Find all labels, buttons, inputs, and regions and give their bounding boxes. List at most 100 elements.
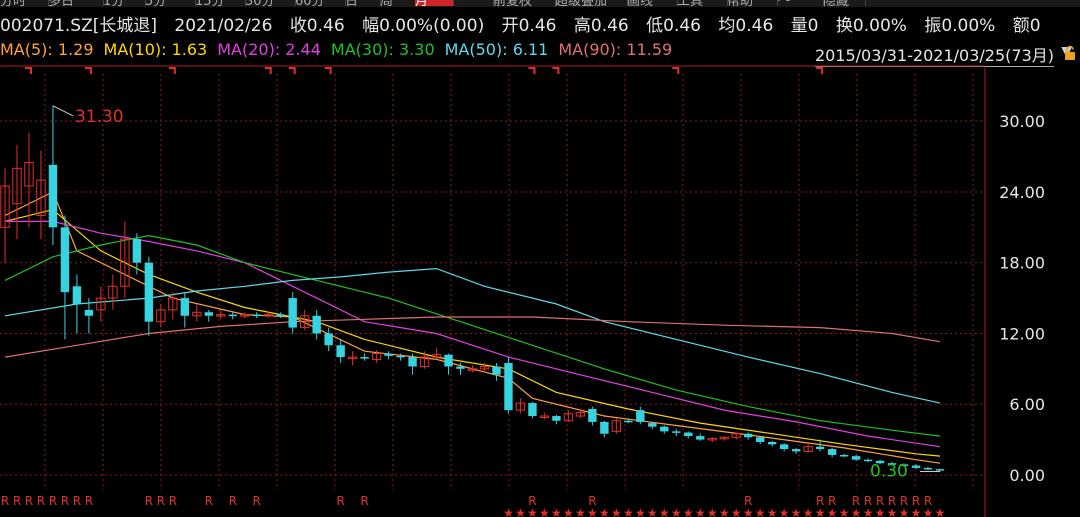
star-marker: ★ [731,506,742,517]
r-marker: R [13,494,21,508]
candle-body [360,357,369,359]
swing: 振0.00% [924,16,996,36]
candle-body [228,314,237,317]
top-marker [24,67,32,74]
candle-body [180,298,190,316]
period-tab[interactable]: 30分 [245,0,296,7]
candle-body [108,285,118,299]
r-marker: R [61,494,69,508]
candle-body [288,298,297,328]
candle-body [48,164,58,228]
candle-body [887,463,897,465]
candle-body [563,413,574,422]
r-marker: R [924,494,932,508]
star-marker: ★ [635,506,646,517]
candle-body [60,227,70,293]
top-marker [324,67,332,74]
candle-body [132,239,142,263]
candle-body [84,309,94,316]
candle-body [660,426,669,432]
star-marker: ★ [599,506,610,517]
period-tab[interactable]: 1分 [103,0,146,7]
high-price: 高0.46 [573,16,629,36]
candle-body [731,433,741,438]
candle-body [324,333,333,346]
top-marker [288,67,296,74]
y-tick-label: 30.00 [999,112,1045,131]
lock-icon[interactable] [1062,45,1078,61]
candle-body [539,415,550,419]
candle-body [444,354,453,367]
period-tab[interactable] [453,0,494,6]
r-marker: R [744,494,752,508]
period-tab[interactable]: 超级叠加 [555,0,628,7]
period-tab[interactable]: 前复权 [493,0,556,7]
y-tick-label: 0.00 [1009,466,1045,485]
candle-body [156,309,166,323]
r-marker: R [528,494,536,508]
r-marker: R [145,494,153,508]
period-tab[interactable]: 多日 [48,0,104,7]
candle-body [144,262,154,322]
open-price: 开0.46 [501,16,557,36]
candle-body [719,436,729,440]
candle-body [575,411,586,417]
candle-body [779,444,789,450]
r-marker: R [852,494,860,508]
candle-body [371,353,382,360]
period-tab[interactable]: 帮助 [727,0,778,7]
candle-body [240,314,250,317]
candle-body [744,433,753,438]
period-tab[interactable]: 分时 [0,0,49,7]
star-marker: ★ [683,506,694,517]
period-tab[interactable]: 5分 [145,0,196,7]
candle-body [504,362,513,411]
ma-line-ma10 [4,208,941,457]
candle-body [192,311,202,317]
candle-body [515,402,526,411]
period-tab[interactable]: 画线 [627,0,678,7]
candle-body [479,365,490,370]
candle-body [120,238,130,287]
ma-legend-item: MA(30): 3.30 [330,40,435,59]
star-marker: ★ [671,506,682,517]
star-marker: ★ [851,506,862,517]
candle-body [408,357,417,367]
r-marker: R [876,494,884,508]
candle-body [96,297,106,311]
period-tab[interactable]: F9 [777,0,824,6]
candle-body [204,312,213,316]
ma-legend-item: MA(90): 11.59 [558,40,673,59]
candle-body [431,354,442,358]
r-marker: R [336,494,344,508]
period-tab[interactable]: 工具 [677,0,728,7]
period-tab[interactable]: 15分 [195,0,246,7]
stock-code[interactable]: 002071.SZ[长城退] [0,16,158,36]
candle-body [803,446,813,452]
candle-body [851,456,861,460]
ma-legend-item: MA(10): 1.63 [103,40,208,59]
candle-body [875,460,885,464]
period-tab[interactable]: 隐藏 [823,0,866,7]
period-tab[interactable]: 60分 [295,0,346,7]
period-tab[interactable]: 月 [415,0,454,7]
star-marker: ★ [539,506,550,517]
candle-body [863,459,873,462]
candle-body [492,366,501,375]
candle-body [347,356,358,360]
star-marker: ★ [659,506,670,517]
candle-body [12,167,22,205]
star-marker: ★ [791,506,802,517]
star-marker: ★ [887,506,898,517]
star-marker: ★ [563,506,574,517]
top-marker [528,67,536,74]
star-marker: ★ [935,506,946,517]
candle-body [624,420,633,423]
candle-body [419,356,430,367]
star-marker: ★ [743,506,754,517]
candle-body [36,179,46,217]
ma-line-ma90 [4,316,941,358]
star-marker: ★ [623,506,634,517]
period-tab[interactable]: 日 [345,0,381,7]
